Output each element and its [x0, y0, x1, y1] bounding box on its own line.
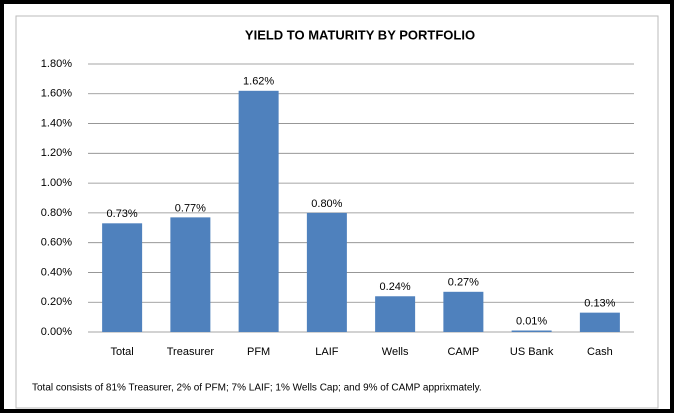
bar: [443, 291, 484, 332]
x-tick-label: US Bank: [510, 346, 554, 358]
bar: [102, 223, 143, 332]
y-tick-label: 0.60%: [41, 237, 72, 249]
x-tick-label: Cash: [587, 346, 613, 358]
footnote: Total consists of 81% Treasurer, 2% of P…: [32, 383, 482, 394]
y-tick-label: 0.00%: [41, 326, 72, 338]
value-label: 0.27%: [448, 277, 479, 289]
x-tick-label: Treasurer: [167, 346, 215, 358]
x-tick-label: CAMP: [447, 346, 479, 358]
value-label: 0.80%: [311, 198, 342, 210]
value-label: 0.24%: [380, 281, 411, 293]
bar: [306, 212, 347, 332]
y-tick-label: 1.40%: [41, 117, 72, 129]
x-tick-label: LAIF: [315, 346, 339, 358]
x-tick-label: Wells: [382, 346, 409, 358]
value-label: 0.01%: [516, 315, 547, 327]
x-tick-label: Total: [111, 346, 134, 358]
chart-border: [15, 15, 659, 409]
x-tick-label: PFM: [247, 346, 270, 358]
bar: [579, 312, 620, 332]
y-tick-label: 1.20%: [41, 147, 72, 159]
value-label: 0.77%: [175, 202, 206, 214]
bar: [238, 90, 279, 332]
y-tick-label: 0.40%: [41, 266, 72, 278]
y-tick-label: 0.80%: [41, 207, 72, 219]
bar: [170, 217, 211, 332]
bar: [511, 330, 552, 332]
y-tick-label: 1.00%: [41, 177, 72, 189]
y-tick-label: 1.60%: [41, 88, 72, 100]
chart-title: YIELD TO MATURITY BY PORTFOLIO: [245, 27, 475, 42]
value-label: 0.13%: [584, 298, 615, 310]
y-tick-label: 0.20%: [41, 296, 72, 308]
y-tick-label: 1.80%: [41, 58, 72, 70]
bar: [375, 296, 416, 332]
value-label: 1.62%: [243, 76, 274, 88]
value-label: 0.73%: [107, 208, 138, 220]
